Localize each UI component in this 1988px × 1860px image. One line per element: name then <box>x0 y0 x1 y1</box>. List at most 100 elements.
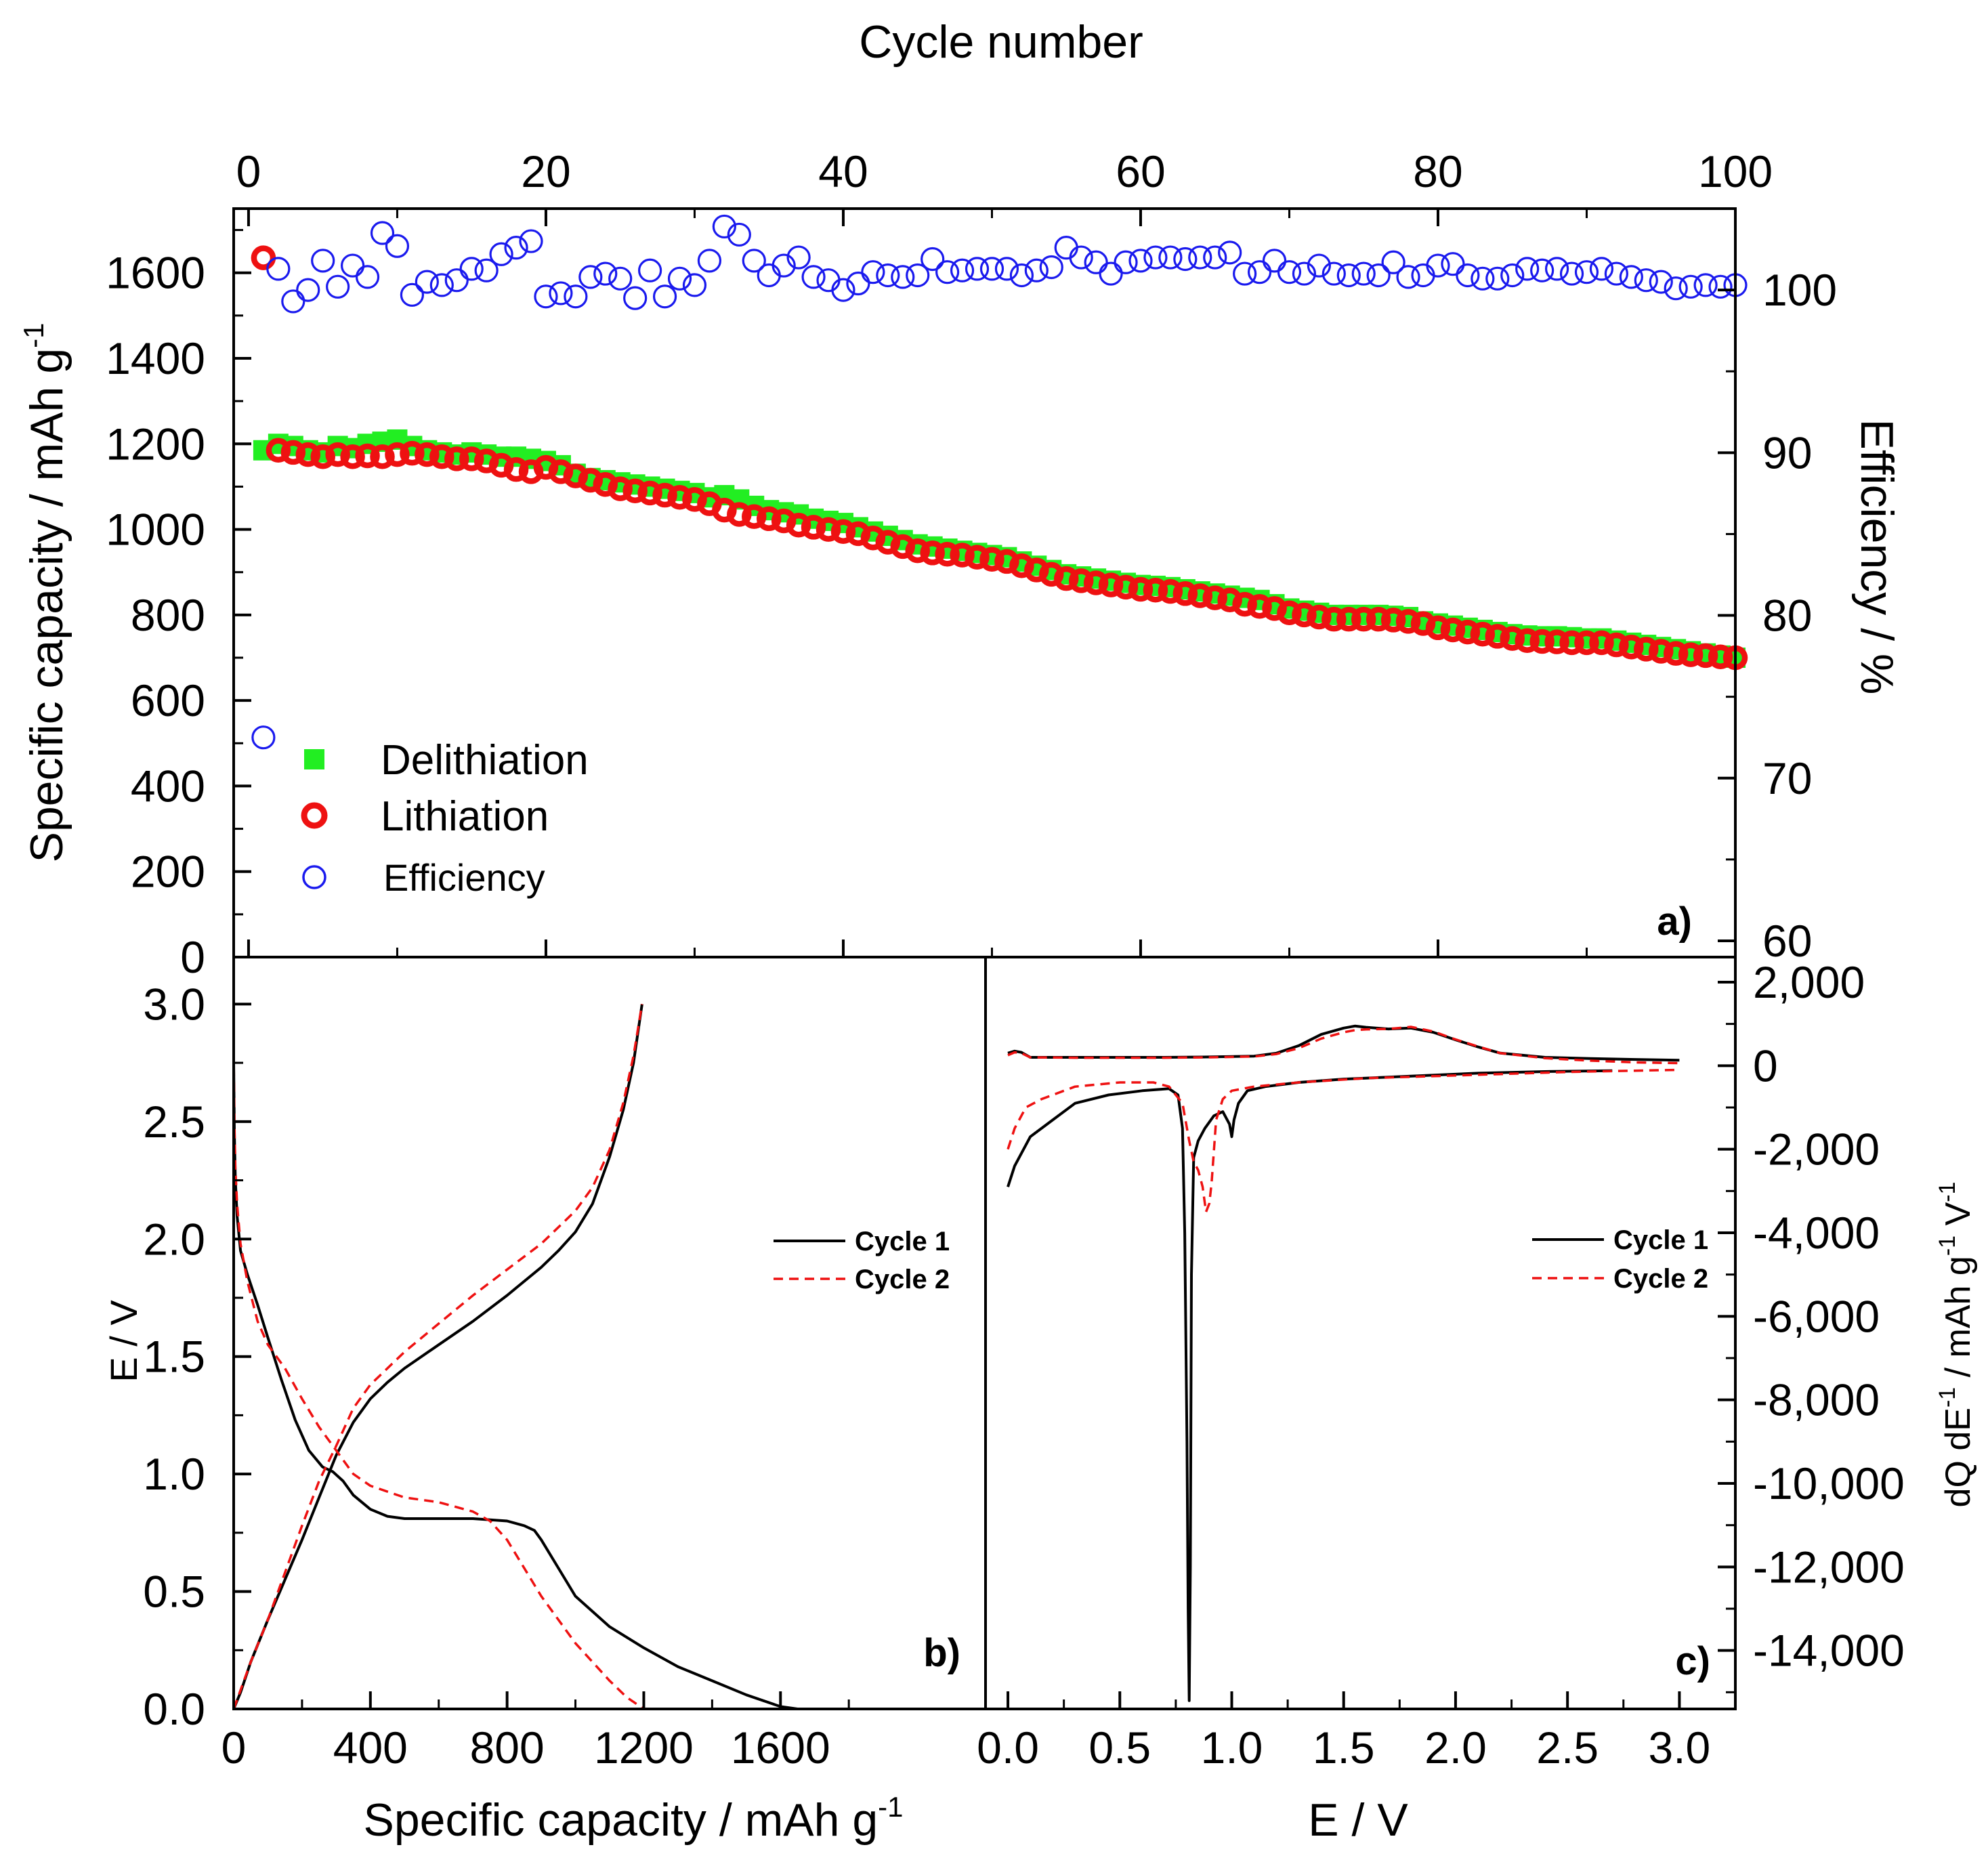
efficiency-point <box>1247 260 1272 284</box>
lithiation-point <box>979 547 1004 572</box>
lithiation-point <box>1529 629 1555 654</box>
panel-c-xtick-label: 0.5 <box>1088 1722 1151 1773</box>
efficiency-point <box>1188 245 1212 270</box>
panel-b-ytick-label: 1.0 <box>143 1449 205 1499</box>
panel-a-ytick-label: 0 <box>180 932 205 982</box>
panel-b-plot-area <box>232 1004 798 1710</box>
efficiency-point <box>296 278 320 302</box>
efficiency-point <box>638 258 662 282</box>
efficiency-point <box>385 234 410 258</box>
efficiency-point <box>1233 261 1257 286</box>
lithiation-point <box>1470 622 1496 647</box>
panel-b-legend: Cycle 1 Cycle 2 <box>774 1227 950 1294</box>
efficiency-point <box>979 257 1004 281</box>
panel-b-cycle1-curve <box>232 1063 798 1710</box>
efficiency-point <box>1634 268 1658 293</box>
efficiency-point <box>846 271 870 296</box>
lithiation-point <box>251 245 276 270</box>
efficiency-point <box>1396 265 1420 289</box>
efficiency-point <box>608 266 633 291</box>
efficiency-point <box>1366 263 1391 288</box>
lithiation-point <box>266 438 291 463</box>
efficiency-point <box>459 257 484 281</box>
lithiation-point <box>905 538 930 564</box>
lithiation-point <box>1232 591 1257 617</box>
efficiency-point <box>1099 261 1123 286</box>
panel-a-ytick-label: 1200 <box>106 419 205 469</box>
lithiation-point <box>1455 619 1481 645</box>
efficiency-point <box>1262 249 1287 273</box>
efficiency-point <box>1708 274 1733 299</box>
panel-a-ytick-label: 1400 <box>106 333 205 383</box>
panel-b-y-label: E / V <box>102 1300 145 1382</box>
panel-c-y-label: dQ dE-1 / mAh g-1 V-1 <box>1934 1182 1978 1508</box>
efficiency-point <box>1203 245 1227 270</box>
panel-a-xtick-label: 80 <box>1413 146 1462 196</box>
lithiation-point <box>801 515 826 540</box>
panel-a-xtick-label: 20 <box>521 146 570 196</box>
panel-c-cycle2-curve <box>1007 1026 1680 1065</box>
lithiation-point <box>1321 606 1347 632</box>
lithiation-point <box>1648 639 1674 664</box>
panel-b-cycle2-curve <box>232 1051 645 1710</box>
efficiency-point <box>1471 266 1495 291</box>
efficiency-point <box>504 236 528 260</box>
legend-efficiency-label: Efficiency <box>383 856 545 899</box>
lithiation-point <box>1708 644 1733 669</box>
panel-b-xtick-label: 400 <box>333 1722 408 1773</box>
efficiency-point <box>266 257 291 281</box>
efficiency-point <box>667 266 692 291</box>
panel-b-ytick-label: 2.0 <box>143 1214 205 1264</box>
efficiency-point <box>1589 257 1614 281</box>
panel-b-ytick-label: 0.0 <box>143 1684 205 1734</box>
panel-b-xtick-label: 1200 <box>594 1722 694 1773</box>
panel-a-xtick-label: 60 <box>1116 146 1165 196</box>
efficiency-point <box>1128 249 1153 273</box>
lithiation-point <box>1485 624 1510 649</box>
efficiency-point <box>1009 263 1034 288</box>
lithiation-point <box>1589 630 1614 656</box>
panel-a-y2tick-label: 60 <box>1762 916 1812 966</box>
efficiency-point <box>564 284 588 309</box>
efficiency-point <box>831 278 855 302</box>
panel-a-y2tick-label: 70 <box>1762 753 1812 803</box>
lithiation-point <box>756 506 782 532</box>
legend-delithiation-marker <box>304 749 324 769</box>
efficiency-point <box>1114 250 1138 274</box>
panel-a-xtick-label: 40 <box>818 146 868 196</box>
panel-c-cycle1-curve <box>1007 1024 1680 1062</box>
lithiation-point <box>742 504 767 529</box>
lithiation-point <box>1395 609 1421 634</box>
efficiency-point <box>1604 261 1628 286</box>
lithiation-point <box>280 440 306 465</box>
lithiation-point <box>1068 568 1094 593</box>
lithiation-point <box>1202 585 1227 610</box>
svg-text:Specific capacity / mAh g-1: Specific capacity / mAh g-1 <box>18 322 72 862</box>
panel-a-x-label: Cycle number <box>859 16 1143 68</box>
lithiation-point <box>950 543 975 568</box>
efficiency-point <box>921 247 945 272</box>
lithiation-point <box>1678 642 1704 667</box>
lithiation-point <box>1113 574 1139 600</box>
panel-a-y2tick-label: 90 <box>1762 427 1812 478</box>
efficiency-point <box>861 260 885 284</box>
panel-a-ytick-label: 1000 <box>106 505 205 555</box>
panel-a-ytick-label: 400 <box>131 761 205 811</box>
panel-a-y2-label: Efficiency / % <box>1851 419 1903 695</box>
efficiency-point <box>1441 252 1465 276</box>
legend-c-cycle1-label: Cycle 1 <box>1613 1225 1708 1255</box>
efficiency-point <box>1143 245 1168 270</box>
panel-b-ytick-label: 3.0 <box>143 979 205 1029</box>
efficiency-point <box>370 221 395 245</box>
lithiation-point <box>1634 637 1659 662</box>
lithiation-point <box>400 440 425 466</box>
efficiency-point <box>400 282 425 307</box>
panel-c-xtick-label: 1.0 <box>1201 1722 1263 1773</box>
panel-a-xtick-label: 100 <box>1698 146 1773 196</box>
lithiation-point <box>355 443 380 469</box>
efficiency-point <box>1515 257 1540 281</box>
lithiation-point <box>325 442 350 467</box>
panel-c-ytick-label: -4,000 <box>1753 1208 1880 1258</box>
panel-c-xtick-label: 2.5 <box>1536 1722 1599 1773</box>
efficiency-point <box>1218 240 1242 265</box>
